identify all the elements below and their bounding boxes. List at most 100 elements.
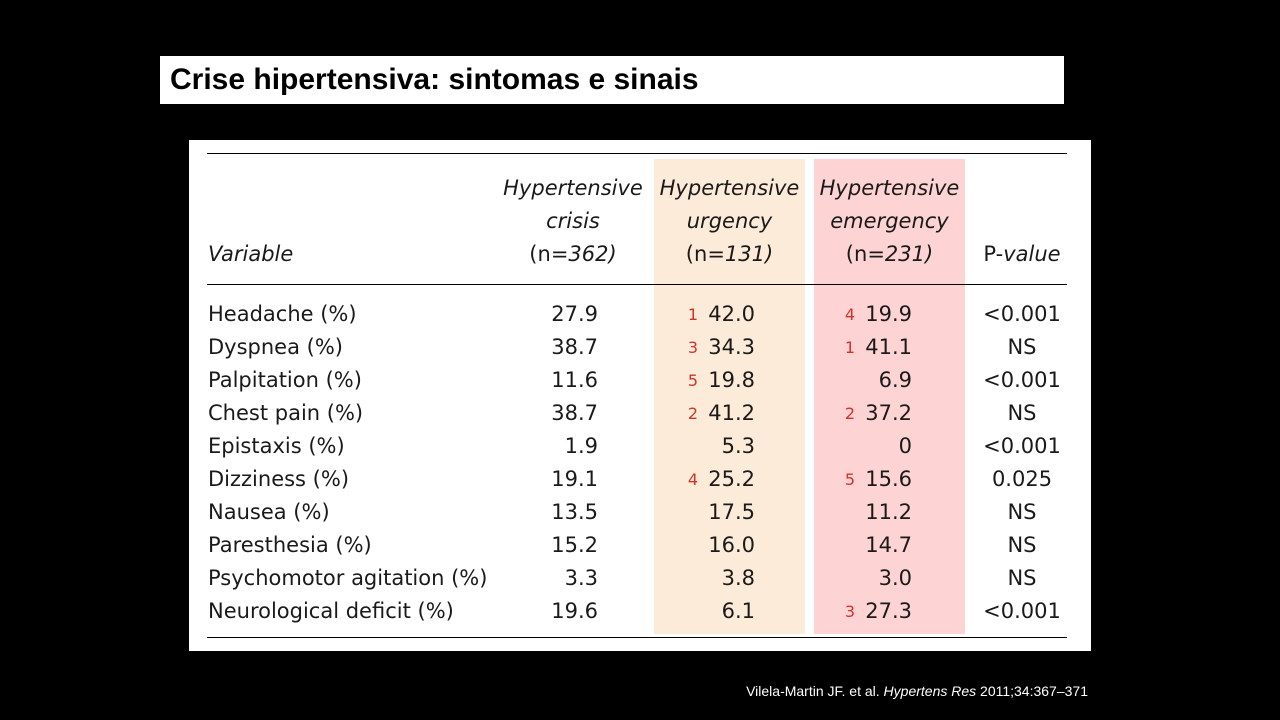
cell-urgency: 6.1	[721, 599, 755, 623]
table-bottom-rule	[207, 637, 1067, 638]
cell-emergency-rank: 1	[844, 338, 855, 357]
cell-variable: Nausea (%)	[208, 500, 330, 524]
table-row: Palpitation (%) 11.6 5 19.8 6.9 <0.001	[189, 364, 1091, 397]
cell-urgency: 34.3	[708, 335, 755, 359]
cell-urgency: 19.8	[708, 368, 755, 392]
cell-pvalue: NS	[1007, 500, 1037, 524]
header-emergency-n-eq: =	[867, 242, 885, 266]
slide-title: Crise hipertensiva: sintomas e sinais	[170, 63, 699, 96]
cell-crisis: 15.2	[551, 533, 598, 557]
header-emergency-n-value: 231)	[884, 242, 934, 266]
table-row: Dyspnea (%) 38.7 3 34.3 1 41.1 NS	[189, 331, 1091, 364]
header-urgency-line1: Hypertensive	[659, 176, 800, 200]
cell-pvalue: NS	[1007, 335, 1037, 359]
cell-urgency-rank: 5	[687, 371, 698, 390]
cell-variable: Psychomotor agitation (%)	[208, 566, 488, 590]
table-row: Headache (%) 27.9 1 42.0 4 19.9 <0.001	[189, 298, 1091, 331]
cell-emergency: 0	[898, 434, 912, 458]
header-urgency-n-eq: =	[707, 242, 725, 266]
citation-authors: Vilela-Martin JF. et al.	[746, 683, 884, 699]
cell-emergency: 15.6	[865, 467, 912, 491]
cell-urgency: 16.0	[708, 533, 755, 557]
table-row: Dizziness (%) 19.1 4 25.2 5 15.6 0.025	[189, 463, 1091, 496]
cell-pvalue: NS	[1007, 533, 1037, 557]
header-pvalue: P-value	[977, 238, 1067, 271]
cell-crisis: 38.7	[551, 335, 598, 359]
cell-pvalue: NS	[1007, 401, 1037, 425]
table-panel: Variable Hypertensive crisis (n=362) Hyp…	[189, 140, 1091, 651]
cell-pvalue: <0.001	[983, 302, 1061, 326]
cell-crisis: 27.9	[551, 302, 598, 326]
header-crisis: Hypertensive crisis (n=362)	[489, 172, 657, 271]
cell-pvalue: <0.001	[983, 599, 1061, 623]
cell-urgency-rank: 3	[687, 338, 698, 357]
table-row: Paresthesia (%) 15.2 16.0 14.7 NS	[189, 529, 1091, 562]
header-crisis-n-eq: =	[550, 242, 569, 266]
cell-urgency: 3.8	[721, 566, 755, 590]
cell-urgency: 25.2	[708, 467, 755, 491]
table-row: Chest pain (%) 38.7 2 41.2 2 37.2 NS	[189, 397, 1091, 430]
header-crisis-line2: crisis	[546, 209, 600, 233]
table-row: Psychomotor agitation (%) 3.3 3.8 3.0 NS	[189, 562, 1091, 595]
cell-emergency: 37.2	[865, 401, 912, 425]
cell-urgency: 42.0	[708, 302, 755, 326]
header-variable: Variable	[208, 242, 294, 266]
cell-urgency: 41.2	[708, 401, 755, 425]
cell-emergency: 14.7	[865, 533, 912, 557]
cell-variable: Dyspnea (%)	[208, 335, 343, 359]
cell-crisis: 19.1	[551, 467, 598, 491]
header-crisis-n-prefix: (n	[529, 242, 551, 266]
cell-emergency-rank: 2	[844, 404, 855, 423]
header-urgency-n: (n=131)	[654, 238, 805, 271]
cell-emergency: 11.2	[865, 500, 912, 524]
header-urgency: Hypertensive urgency (n=131)	[654, 172, 805, 271]
table-row: Neurological deficit (%) 19.6 6.1 3 27.3…	[189, 595, 1091, 628]
cell-emergency: 27.3	[865, 599, 912, 623]
slide-title-bar: Crise hipertensiva: sintomas e sinais	[160, 56, 1064, 104]
cell-crisis: 3.3	[564, 566, 598, 590]
cell-pvalue: <0.001	[983, 434, 1061, 458]
citation-details: 2011;34:367–371	[976, 683, 1088, 699]
cell-variable: Paresthesia (%)	[208, 533, 372, 557]
cell-crisis: 1.9	[564, 434, 598, 458]
header-crisis-n-value: 362)	[568, 242, 617, 266]
citation-journal: Hypertens Res	[883, 683, 977, 699]
cell-variable: Neurological deficit (%)	[208, 599, 454, 623]
header-urgency-n-prefix: (n	[685, 242, 708, 266]
header-crisis-line1: Hypertensive	[503, 176, 643, 200]
cell-emergency: 19.9	[865, 302, 912, 326]
header-emergency-line1: Hypertensive	[819, 176, 960, 200]
header-pvalue-prefix: P-	[983, 242, 1004, 266]
cell-pvalue: NS	[1007, 566, 1037, 590]
cell-urgency-rank: 4	[687, 470, 698, 489]
table-top-rule	[207, 153, 1067, 154]
header-emergency-n: (n=231)	[814, 238, 965, 271]
cell-crisis: 19.6	[551, 599, 598, 623]
citation: Vilela-Martin JF. et al. Hypertens Res 2…	[746, 680, 1088, 702]
cell-crisis: 13.5	[551, 500, 598, 524]
cell-urgency-rank: 1	[687, 305, 698, 324]
table-row: Nausea (%) 13.5 17.5 11.2 NS	[189, 496, 1091, 529]
cell-pvalue: 0.025	[991, 467, 1053, 491]
cell-emergency-rank: 3	[844, 602, 855, 621]
cell-emergency-rank: 4	[844, 305, 855, 324]
cell-emergency: 6.9	[878, 368, 912, 392]
header-emergency-n-prefix: (n	[845, 242, 868, 266]
cell-emergency-rank: 5	[844, 470, 855, 489]
header-urgency-n-value: 131)	[724, 242, 774, 266]
cell-emergency: 41.1	[865, 335, 912, 359]
cell-urgency-rank: 2	[687, 404, 698, 423]
cell-crisis: 11.6	[551, 368, 598, 392]
cell-variable: Chest pain (%)	[208, 401, 364, 425]
header-crisis-n: (n=362)	[489, 238, 657, 271]
table-header-rule	[207, 284, 1067, 285]
header-pvalue-suffix: value	[1003, 242, 1061, 266]
emergency-column-highlight	[814, 159, 965, 634]
cell-urgency: 17.5	[708, 500, 755, 524]
header-emergency: Hypertensive emergency (n=231)	[814, 172, 965, 271]
urgency-column-highlight	[654, 159, 805, 634]
cell-variable: Epistaxis (%)	[208, 434, 345, 458]
cell-variable: Palpitation (%)	[208, 368, 362, 392]
cell-emergency: 3.0	[878, 566, 912, 590]
cell-variable: Headache (%)	[208, 302, 357, 326]
